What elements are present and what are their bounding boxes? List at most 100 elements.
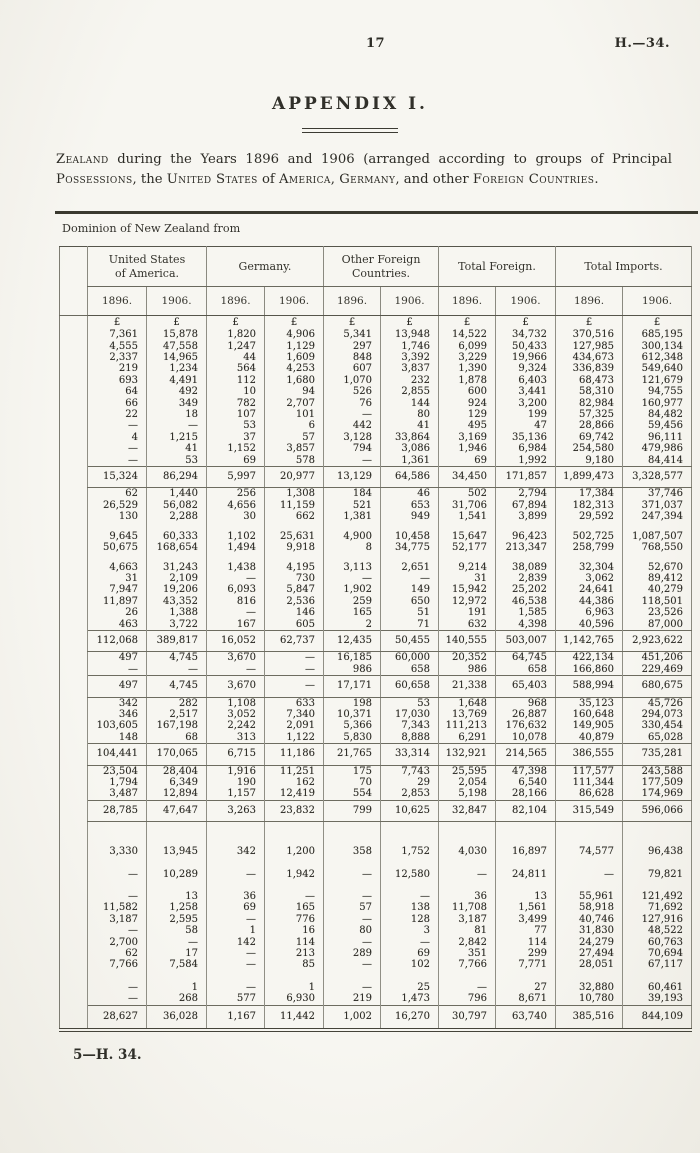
table-cell: 1,746 (380, 340, 439, 352)
table-cell: 41 (380, 420, 439, 432)
table-cell: 282 (146, 697, 207, 709)
year-header: 1896. (323, 286, 381, 317)
table-cell: 70,694 (622, 948, 692, 960)
table-cell: 1,585 (495, 607, 556, 619)
table-cell: 13,769 (438, 708, 496, 721)
table-cell: 3,670 (206, 651, 265, 664)
spacer-cell (380, 880, 439, 892)
stub-cell (60, 607, 88, 618)
total-row: 28,627 36,028 1,167 11,442 1,002 16,270 30,797… (60, 1004, 692, 1031)
table-cell: 600 (438, 386, 496, 398)
table-cell: 289 (323, 948, 381, 960)
table-cell: 127,985 (555, 340, 623, 352)
table-row: — — — —986 658 986 658 166,860 229,469 (60, 663, 692, 676)
spacer-cell (622, 553, 692, 562)
table-cell: 191 (438, 607, 496, 619)
table-cell: 2,855 (380, 386, 439, 398)
year-header: 1906. (264, 286, 324, 317)
table-cell: 1,381 (323, 511, 381, 523)
table-row: 62 17—213 289 69 351 299 27,494 70,694 (60, 948, 692, 960)
table-cell: 10,078 (495, 731, 556, 744)
table-row: 346 2,517 3,052 7,340 10,371 17,030 13,769 26,8… (60, 708, 692, 721)
table-cell: 36 (206, 891, 265, 903)
table-cell: 45,726 (622, 697, 692, 709)
table-cell: 64,586 (380, 466, 439, 489)
table-cell: 2,794 (495, 487, 556, 500)
table-cell: 70 (323, 777, 381, 789)
spacer-cell (206, 970, 265, 982)
table-row: —13 36— — —36 13 55,961 121,492 (60, 891, 692, 903)
table-cell: 3,263 (206, 799, 265, 823)
table-cell: 796 (438, 993, 496, 1006)
table-cell: 612,348 (622, 352, 692, 364)
table-cell: 1,680 (264, 374, 324, 387)
table-cell: 10 (206, 386, 265, 398)
table-cell: 52,670 (622, 561, 692, 573)
table-cell: — (380, 891, 439, 903)
table-cell: 65,028 (622, 731, 692, 744)
table-cell: 112 (206, 374, 265, 387)
table-cell: 6,093 (206, 584, 265, 596)
table-cell: 40,279 (622, 584, 692, 596)
table-cell: 18 (146, 409, 207, 421)
table-row: — —53 6 442 41 495 47 28,866 59,456 (60, 420, 692, 432)
stub-cell (60, 467, 88, 488)
table-cell: 2,707 (264, 397, 324, 410)
table-cell: — (87, 981, 147, 994)
table-cell: 1,752 (380, 846, 439, 858)
table-cell: 5,341 (323, 329, 381, 341)
table-row: 64 492 10 94 526 2,855 600 3,441 58,310 94,755 (60, 386, 692, 398)
table-cell: 146 (264, 607, 324, 619)
table-cell: 35,136 (495, 431, 556, 444)
table-cell: 68,473 (555, 374, 623, 387)
table-cell: — (264, 675, 324, 698)
table-cell: 1,361 (380, 454, 439, 467)
table-cell: 6,540 (495, 777, 556, 789)
table-cell: 3,086 (380, 443, 439, 455)
table-cell: 82,104 (495, 799, 556, 823)
table-cell: 24,641 (555, 584, 623, 596)
table-cell: 1,390 (438, 363, 496, 375)
table-cell: 27 (495, 981, 556, 994)
table-cell: 6,930 (264, 993, 324, 1006)
table-cell: 127,916 (622, 913, 692, 926)
table-cell: 1,473 (380, 993, 439, 1006)
table-cell: 8 (323, 542, 381, 554)
table-cell: 37 (206, 431, 265, 444)
table-cell: 578 (264, 454, 324, 467)
table-cell: 26,887 (495, 708, 556, 721)
table-cell: 64,745 (495, 651, 556, 664)
table-cell: 171,857 (495, 466, 556, 489)
table-cell: 3,441 (495, 386, 556, 398)
table-cell: 1,946 (438, 443, 496, 455)
table-cell: 349 (146, 397, 207, 410)
table-cell: 11,251 (264, 765, 324, 777)
table-cell: 102 (380, 959, 439, 971)
table-cell: 9,918 (264, 542, 324, 554)
table-cell: 11,442 (264, 1004, 324, 1031)
spacer-cell (87, 857, 147, 869)
table-cell: 89,412 (622, 572, 692, 585)
stub-cell (60, 914, 88, 925)
table-cell: — (206, 572, 265, 585)
table-cell: 60,763 (622, 936, 692, 949)
table-cell: 68 (146, 731, 207, 744)
table-row: 103,605 167,198 2,242 2,091 5,366 7,343 111,21… (60, 720, 692, 732)
table-cell: 986 (438, 663, 496, 676)
spacer-cell (622, 880, 692, 892)
table-cell: 497 (87, 675, 147, 698)
spacer-cell (264, 821, 324, 847)
table-cell: 46 (380, 487, 439, 500)
table-cell: 36 (438, 891, 496, 903)
table-cell: 60,461 (622, 981, 692, 994)
stub-cell (60, 488, 88, 500)
imports-table: United States of America. Germany. Other Fo… (59, 245, 692, 1033)
table-cell: 118,501 (622, 595, 692, 608)
table-cell: — (87, 925, 147, 937)
table-cell: 34,732 (495, 329, 556, 341)
table-cell: 10,371 (323, 708, 381, 721)
stub-cell (60, 676, 88, 697)
table-cell: 346 (87, 708, 147, 721)
table-cell: 114 (495, 936, 556, 949)
table-cell: 63,740 (495, 1004, 556, 1031)
